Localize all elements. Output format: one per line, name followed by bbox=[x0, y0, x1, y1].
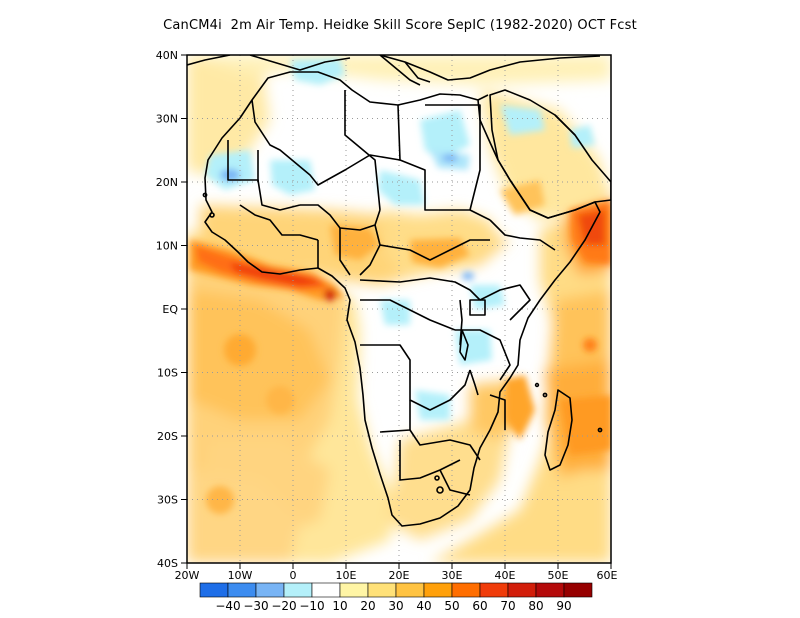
lat-label: 10S bbox=[157, 367, 178, 380]
colorbar-swatch bbox=[339, 582, 369, 598]
colorbar-label: 60 bbox=[472, 599, 487, 613]
colorbar-swatch bbox=[479, 582, 509, 598]
colorbar-label: −10 bbox=[299, 599, 324, 613]
lat-label: EQ bbox=[162, 303, 178, 316]
lat-label: 40N bbox=[156, 49, 178, 62]
colorbar-label: −40 bbox=[215, 599, 240, 613]
lon-label: 20W bbox=[175, 569, 200, 582]
colorbar-swatch bbox=[395, 582, 425, 598]
map-title: CanCM4i 2m Air Temp. Heidke Skill Score … bbox=[163, 18, 637, 33]
colorbar-swatch bbox=[423, 582, 453, 598]
lon-label: 60E bbox=[597, 569, 618, 582]
lon-label: 30E bbox=[442, 569, 463, 582]
colorbar-swatch bbox=[507, 582, 537, 598]
colorbar-swatch bbox=[311, 582, 341, 598]
lat-label: 30N bbox=[156, 113, 178, 126]
skill-score-field bbox=[187, 55, 611, 563]
longitude-labels: 20W 10W 0 10E 20E 30E 40E 50E 60E bbox=[175, 569, 618, 582]
latitude-labels: 40N 30N 20N 10N EQ 10S 20S 30S 40S bbox=[156, 49, 179, 570]
tick-marks bbox=[181, 54, 612, 569]
colorbar-label: 10 bbox=[332, 599, 347, 613]
colorbar-swatch bbox=[563, 582, 593, 598]
lat-label: 20N bbox=[156, 176, 178, 189]
lon-label: 0 bbox=[290, 569, 297, 582]
lat-label: 20S bbox=[157, 430, 178, 443]
lon-label: 40E bbox=[495, 569, 516, 582]
colorbar-label: 20 bbox=[360, 599, 375, 613]
colorbar-label: 70 bbox=[500, 599, 515, 613]
lon-label: 10E bbox=[336, 569, 357, 582]
lon-label: 10W bbox=[228, 569, 253, 582]
colorbar-swatch bbox=[227, 582, 257, 598]
colorbar-swatch bbox=[199, 582, 229, 598]
colorbar-swatch bbox=[255, 582, 285, 598]
coastlines-and-borders bbox=[187, 55, 611, 527]
colorbar-label: 90 bbox=[556, 599, 571, 613]
colorbar-label: −20 bbox=[271, 599, 296, 613]
lat-label: 30S bbox=[157, 494, 178, 507]
lat-label: 10N bbox=[156, 240, 178, 253]
colorbar-label: −30 bbox=[243, 599, 268, 613]
colorbar-swatch bbox=[451, 582, 481, 598]
lat-label: 40S bbox=[157, 557, 178, 570]
lon-label: 20E bbox=[389, 569, 410, 582]
colorbar-label: 30 bbox=[388, 599, 403, 613]
colorbar-label: 40 bbox=[416, 599, 431, 613]
colorbar-label: 50 bbox=[444, 599, 459, 613]
colorbar-swatch bbox=[535, 582, 565, 598]
lon-label: 50E bbox=[548, 569, 569, 582]
colorbar-swatch bbox=[283, 582, 313, 598]
colorbar-label: 80 bbox=[528, 599, 543, 613]
colorbar-swatch bbox=[367, 582, 397, 598]
colorbar: −40 −30 −20 −10 10 20 30 40 50 60 70 80 90 bbox=[199, 582, 593, 613]
